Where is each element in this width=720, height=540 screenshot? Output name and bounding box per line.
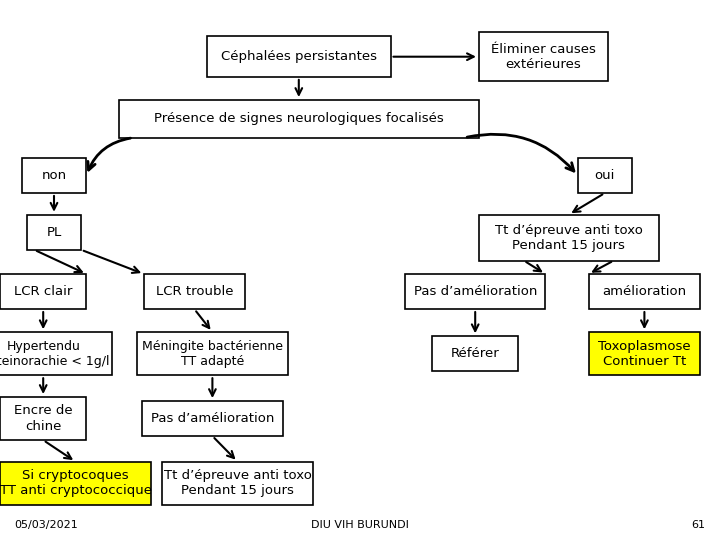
Text: amélioration: amélioration: [603, 285, 686, 298]
Text: LCR trouble: LCR trouble: [156, 285, 233, 298]
FancyBboxPatch shape: [0, 462, 151, 505]
FancyBboxPatch shape: [119, 100, 479, 138]
FancyBboxPatch shape: [432, 336, 518, 372]
FancyBboxPatch shape: [142, 401, 282, 436]
FancyBboxPatch shape: [405, 274, 546, 309]
Text: Pas d’amélioration: Pas d’amélioration: [413, 285, 537, 298]
FancyBboxPatch shape: [162, 462, 313, 505]
Text: 05/03/2021: 05/03/2021: [14, 520, 78, 530]
Text: oui: oui: [595, 169, 615, 182]
FancyBboxPatch shape: [0, 332, 112, 375]
FancyBboxPatch shape: [144, 274, 245, 309]
Text: Céphalées persistantes: Céphalées persistantes: [221, 50, 377, 63]
FancyBboxPatch shape: [22, 158, 86, 193]
FancyBboxPatch shape: [27, 214, 81, 249]
FancyBboxPatch shape: [589, 332, 701, 375]
FancyBboxPatch shape: [479, 32, 608, 81]
FancyBboxPatch shape: [207, 36, 390, 77]
Text: Éliminer causes
extérieures: Éliminer causes extérieures: [491, 43, 596, 71]
FancyBboxPatch shape: [577, 158, 632, 193]
Text: Si cryptocoques
TT anti cryptococcique: Si cryptocoques TT anti cryptococcique: [0, 469, 152, 497]
FancyBboxPatch shape: [0, 397, 86, 440]
Text: Référer: Référer: [451, 347, 500, 360]
FancyBboxPatch shape: [0, 274, 86, 309]
Text: Pas d’amélioration: Pas d’amélioration: [150, 412, 274, 425]
FancyBboxPatch shape: [479, 214, 659, 260]
Text: Toxoplasmose
Continuer Tt: Toxoplasmose Continuer Tt: [598, 340, 690, 368]
Text: Tt d’épreuve anti toxo
Pendant 15 jours: Tt d’épreuve anti toxo Pendant 15 jours: [495, 224, 643, 252]
Text: Encre de
chine: Encre de chine: [14, 404, 73, 433]
Text: LCR clair: LCR clair: [14, 285, 73, 298]
FancyBboxPatch shape: [137, 332, 288, 375]
Text: Méningite bactérienne
TT adapté: Méningite bactérienne TT adapté: [142, 340, 283, 368]
Text: DIU VIH BURUNDI: DIU VIH BURUNDI: [311, 520, 409, 530]
FancyBboxPatch shape: [589, 274, 701, 309]
Text: PL: PL: [46, 226, 62, 239]
Text: Tt d’épreuve anti toxo
Pendant 15 jours: Tt d’épreuve anti toxo Pendant 15 jours: [163, 469, 312, 497]
Text: Hypertendu
Proteinorachie < 1g/l: Hypertendu Proteinorachie < 1g/l: [0, 340, 109, 368]
Text: non: non: [42, 169, 66, 182]
Text: Présence de signes neurologiques focalisés: Présence de signes neurologiques focalis…: [154, 112, 444, 125]
Text: 61: 61: [692, 520, 706, 530]
